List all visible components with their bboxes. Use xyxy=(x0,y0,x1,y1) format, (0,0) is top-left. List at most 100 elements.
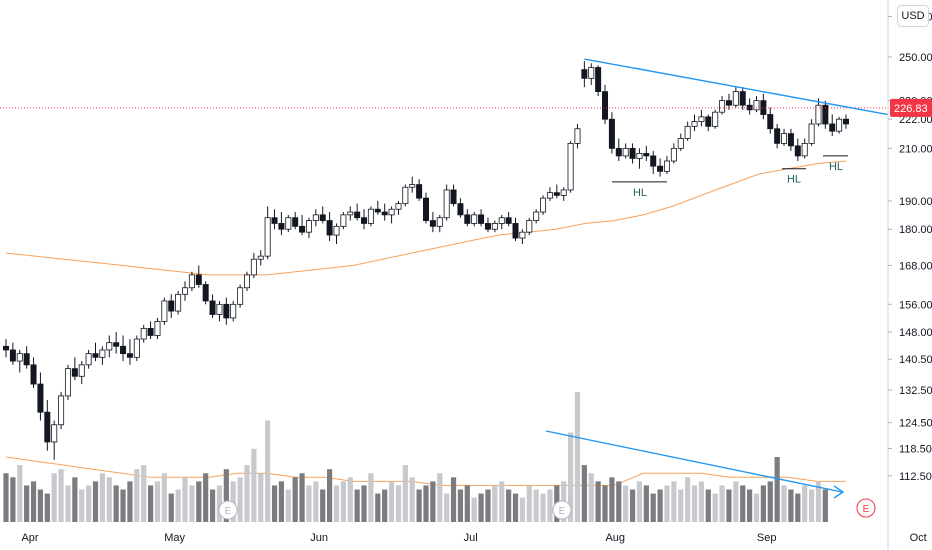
volume-bar xyxy=(623,485,629,522)
candle-body xyxy=(829,123,836,132)
volume-bar xyxy=(616,481,622,522)
candle-body xyxy=(471,214,478,224)
volume-bar xyxy=(154,481,161,522)
price-tick-label: 190.00 xyxy=(899,196,932,208)
volume-bar xyxy=(147,485,154,522)
volume-bar xyxy=(802,485,808,522)
volume-bar xyxy=(134,469,140,522)
volume-bar xyxy=(760,485,766,522)
candle-body xyxy=(526,220,533,233)
volume-ma-line xyxy=(5,456,846,486)
volume-bar xyxy=(292,477,298,522)
price-tick-label: 118.50 xyxy=(899,444,932,456)
candle-body xyxy=(243,274,250,289)
candle-body xyxy=(402,186,409,205)
volume-bar xyxy=(416,489,422,522)
month-label: May xyxy=(164,532,185,544)
volume-bar xyxy=(636,481,643,522)
candle-body xyxy=(71,368,78,377)
candle-body xyxy=(374,208,381,213)
candle-body xyxy=(188,274,195,289)
candle-body xyxy=(602,91,609,120)
candle-body xyxy=(305,220,312,233)
candle-body xyxy=(588,67,595,79)
volume-bar xyxy=(526,485,532,522)
candle-body xyxy=(340,214,347,227)
currency-button[interactable]: USD xyxy=(897,5,929,27)
volume-bar xyxy=(216,485,223,522)
volume-bar xyxy=(340,481,346,522)
candle-body xyxy=(278,223,285,230)
price-ma-line xyxy=(5,160,847,276)
candle-body xyxy=(843,118,850,125)
volume-bar xyxy=(457,489,464,522)
candle-body xyxy=(546,192,553,199)
volume-bar xyxy=(382,489,388,522)
volume-bar xyxy=(72,477,78,522)
candle-body xyxy=(354,211,361,219)
month-label: Apr xyxy=(21,532,38,544)
candle-body xyxy=(643,152,650,157)
volume-bar xyxy=(258,473,264,522)
volume-bar xyxy=(629,489,636,522)
candle-body xyxy=(30,364,37,385)
candle-body xyxy=(464,214,471,224)
candle-body xyxy=(519,231,526,239)
candle-body xyxy=(478,214,485,224)
candle-body xyxy=(719,100,726,113)
candle-body xyxy=(133,338,140,358)
volume-bar xyxy=(3,473,9,522)
volume-bar xyxy=(271,485,278,522)
candle-body xyxy=(216,303,223,315)
hl-label: HL xyxy=(633,187,647,199)
volume-bar xyxy=(375,493,381,522)
candle-body xyxy=(712,111,719,127)
resistance-trendline xyxy=(584,58,889,116)
candle-body xyxy=(3,345,9,351)
volume-bar xyxy=(609,477,615,522)
volume-bar xyxy=(127,481,133,522)
volume-bar xyxy=(79,489,85,522)
volume-bar xyxy=(506,489,512,522)
candle-body xyxy=(684,125,691,139)
earnings-event-label: E xyxy=(863,504,870,515)
candle-body xyxy=(64,368,71,397)
price-tick-label: 250.00 xyxy=(899,52,932,64)
volume-bar xyxy=(388,481,395,522)
candle-body xyxy=(429,220,436,227)
candle-body xyxy=(498,217,505,224)
volume-bar xyxy=(664,485,670,522)
candle-body xyxy=(622,147,629,157)
volume-bar xyxy=(595,481,601,522)
volume-bar xyxy=(86,485,92,522)
candle-body xyxy=(657,165,664,172)
candle-body xyxy=(58,395,65,426)
price-axis: 270.00250.00230.00222.00210.00190.00180.… xyxy=(887,0,932,550)
volume-bar xyxy=(313,481,319,522)
candle-body xyxy=(567,142,574,191)
candle-body xyxy=(808,123,815,144)
volume-bar xyxy=(740,485,746,522)
candle-body xyxy=(264,217,271,257)
candle-body xyxy=(629,147,636,159)
month-label: Jul xyxy=(464,532,478,544)
volume-bar xyxy=(278,481,285,522)
candle-body xyxy=(801,142,808,157)
candle-body xyxy=(781,133,788,144)
candle-body xyxy=(691,121,698,127)
candle-body xyxy=(209,300,216,315)
price-tick-label: 140.50 xyxy=(899,354,932,366)
volume-bar xyxy=(602,485,608,522)
candle-body xyxy=(16,353,23,362)
candle-body xyxy=(23,353,30,366)
volume-bar xyxy=(499,481,505,522)
candle-body xyxy=(250,258,257,276)
candle-body xyxy=(175,293,182,312)
volume-bar xyxy=(574,392,581,522)
candle-body xyxy=(663,160,670,172)
candle-body xyxy=(120,345,127,355)
volume-bar xyxy=(327,469,333,522)
volume-bar xyxy=(10,477,16,522)
candle-body xyxy=(753,100,760,111)
